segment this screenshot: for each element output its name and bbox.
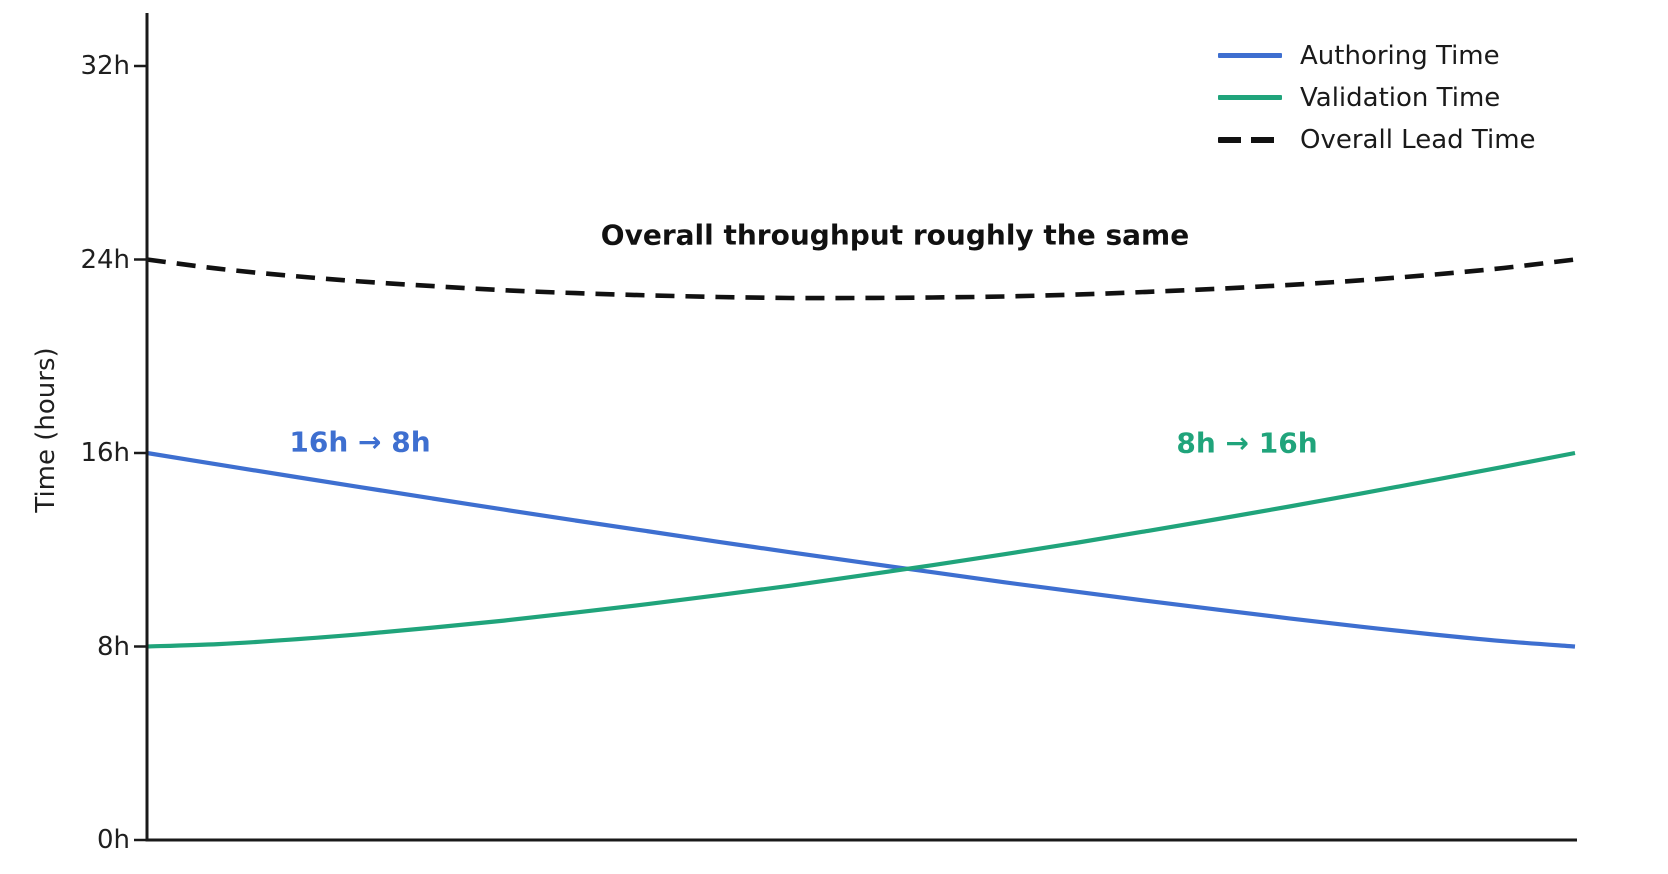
legend-label: Validation Time — [1300, 82, 1501, 113]
y-axis-title: Time (hours) — [31, 347, 61, 513]
legend-item-authoring: Authoring Time — [1218, 40, 1536, 71]
series-lines — [146, 257, 1576, 649]
y-tick-label-8h: 8h — [96, 631, 130, 662]
y-tick-label-24h: 24h — [80, 244, 130, 275]
annotation-authoring-change: 16h → 8h — [289, 425, 431, 459]
authoring-line-swatch-icon — [1218, 53, 1282, 58]
validation-time-line — [146, 450, 1576, 649]
legend: Authoring Time Validation Time Overall L… — [1218, 40, 1536, 155]
legend-label: Authoring Time — [1300, 40, 1500, 71]
overall-lead-line-swatch-icon — [1218, 136, 1282, 143]
validation-line-swatch-icon — [1218, 95, 1282, 100]
annotation-overall-throughput: Overall throughput roughly the same — [600, 218, 1190, 252]
legend-item-overall-lead: Overall Lead Time — [1218, 124, 1536, 155]
y-tick-marks — [134, 64, 147, 842]
y-tick-label-16h: 16h — [80, 438, 130, 468]
authoring-time-line — [146, 450, 1576, 649]
legend-label: Overall Lead Time — [1300, 124, 1536, 155]
y-tick-label-0h: 0h — [96, 825, 130, 855]
y-tick-label-32h: 32h — [80, 51, 130, 81]
overall-lead-time-line — [146, 257, 1576, 301]
legend-item-validation: Validation Time — [1218, 82, 1536, 113]
annotation-validation-change: 8h → 16h — [1176, 426, 1318, 460]
